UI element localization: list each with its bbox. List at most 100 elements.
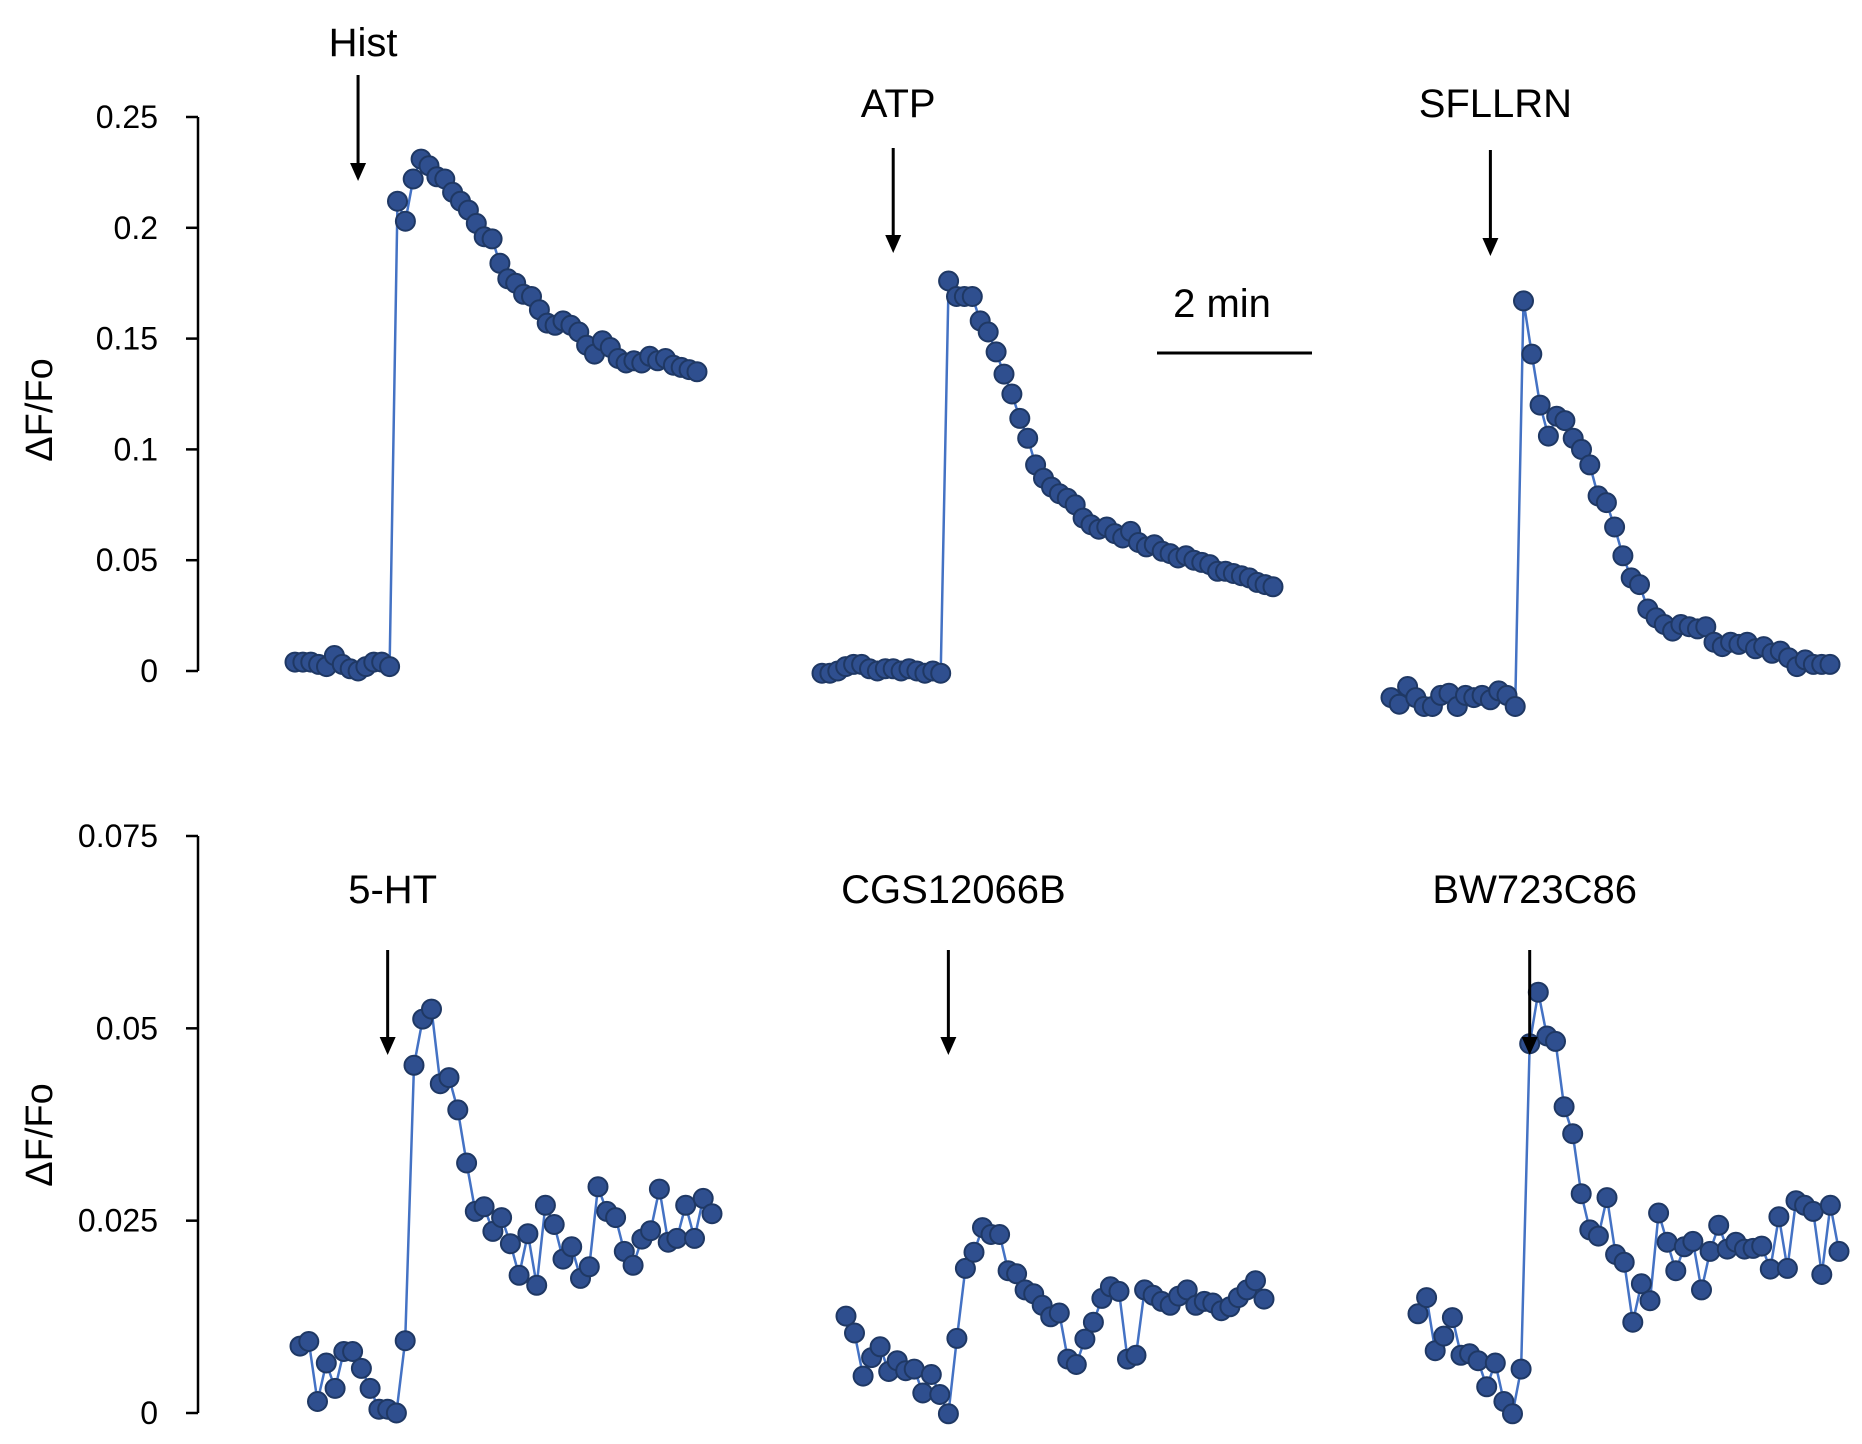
data-point bbox=[379, 656, 401, 678]
data-point bbox=[1554, 410, 1576, 432]
data-point bbox=[473, 1196, 495, 1218]
data-point bbox=[1484, 1352, 1506, 1374]
data-point bbox=[499, 1233, 521, 1255]
data-point bbox=[1595, 492, 1617, 514]
top-series-group: Hist ATP SFLLRN bbox=[284, 21, 1841, 717]
data-point bbox=[666, 1227, 688, 1249]
data-point bbox=[937, 1403, 959, 1425]
data-point bbox=[1622, 1311, 1644, 1333]
top-y-tick-label: 0.2 bbox=[114, 210, 158, 246]
data-point bbox=[394, 210, 416, 232]
data-point bbox=[1504, 696, 1526, 717]
data-point bbox=[993, 363, 1015, 385]
data-point bbox=[1579, 454, 1601, 476]
top-panel: 0 0.05 0.1 0.15 0.2 0.25 ΔF/Fo Hist ATP SFLLRN bbox=[19, 21, 1841, 717]
arrow-down-icon bbox=[1482, 150, 1499, 256]
data-point bbox=[961, 286, 983, 307]
data-point bbox=[1545, 1030, 1566, 1052]
data-point bbox=[605, 1207, 627, 1229]
data-point bbox=[1699, 1240, 1721, 1262]
data-point bbox=[1648, 1202, 1670, 1224]
data-point bbox=[1639, 1290, 1661, 1312]
arrow-down-icon bbox=[940, 950, 957, 1055]
data-point bbox=[307, 1391, 328, 1412]
data-point bbox=[963, 1241, 985, 1263]
data-point bbox=[1510, 1358, 1532, 1380]
series-cgs12066b: CGS12066B bbox=[835, 868, 1275, 1425]
data-point bbox=[1708, 1214, 1730, 1236]
data-point bbox=[1630, 1273, 1652, 1295]
bottom-y-tick-label: 0.075 bbox=[78, 818, 158, 854]
data-point bbox=[622, 1254, 644, 1276]
data-point bbox=[648, 1178, 670, 1200]
data-point bbox=[686, 361, 708, 383]
data-point bbox=[359, 1377, 381, 1399]
series-hist: Hist bbox=[284, 21, 708, 682]
data-point bbox=[298, 1331, 320, 1352]
data-point bbox=[1553, 1096, 1575, 1118]
data-point bbox=[1527, 981, 1549, 1003]
data-point bbox=[835, 1305, 857, 1327]
data-point bbox=[1682, 1230, 1704, 1252]
data-point bbox=[869, 1336, 891, 1358]
data-point bbox=[342, 1341, 364, 1362]
data-point bbox=[350, 1357, 372, 1379]
data-point bbox=[1502, 1403, 1523, 1425]
data-point bbox=[402, 168, 424, 190]
data-point bbox=[1521, 343, 1543, 365]
data-point bbox=[1768, 1206, 1790, 1228]
data-point bbox=[1819, 653, 1841, 675]
top-y-tick-label: 0.05 bbox=[96, 542, 158, 578]
data-point bbox=[985, 341, 1007, 363]
stimulus-label-cgs12066b: CGS12066B bbox=[841, 868, 1066, 912]
data-point bbox=[1065, 1354, 1087, 1375]
data-point bbox=[517, 1223, 539, 1245]
data-point bbox=[946, 1327, 968, 1349]
data-point bbox=[534, 1194, 556, 1216]
data-point bbox=[640, 1220, 662, 1242]
data-point bbox=[385, 1402, 407, 1424]
arrow-down-icon bbox=[379, 950, 396, 1055]
stimulus-label-sfllrn: SFLLRN bbox=[1419, 82, 1572, 126]
bottom-series-group: 5-HT CGS12066B BW723C86 bbox=[289, 868, 1850, 1425]
arrow-down-icon bbox=[1521, 950, 1538, 1055]
series-sfllrn: SFLLRN bbox=[1380, 82, 1841, 717]
stimulus-label-atp: ATP bbox=[861, 82, 936, 126]
data-point bbox=[903, 1358, 925, 1380]
data-point bbox=[1613, 1251, 1635, 1273]
data-point bbox=[1776, 1257, 1798, 1279]
stimulus-label-5-ht: 5-HT bbox=[348, 868, 437, 912]
data-point bbox=[1587, 1225, 1609, 1247]
data-point bbox=[1262, 576, 1284, 598]
data-point bbox=[1562, 1123, 1584, 1145]
data-point bbox=[1629, 574, 1650, 596]
data-point bbox=[1513, 290, 1534, 312]
data-point bbox=[1476, 1376, 1498, 1398]
series-atp: ATP bbox=[811, 82, 1284, 684]
series-5-ht: 5-HT bbox=[289, 868, 723, 1424]
data-point bbox=[421, 998, 442, 1020]
bottom-y-tick-label: 0.025 bbox=[78, 1203, 158, 1239]
bottom-y-tick-label: 0 bbox=[140, 1395, 158, 1431]
data-point bbox=[481, 228, 503, 250]
bottom-y-ticks: 0 0.025 0.05 0.075 bbox=[78, 818, 198, 1431]
data-point bbox=[543, 1214, 565, 1235]
data-point bbox=[1604, 516, 1626, 538]
data-point bbox=[1006, 1263, 1028, 1285]
bottom-y-tick-label: 0.05 bbox=[96, 1010, 158, 1046]
data-point bbox=[989, 1224, 1011, 1245]
data-point bbox=[977, 321, 999, 343]
scale-bar-label: 2 min bbox=[1173, 282, 1271, 326]
data-point bbox=[387, 190, 408, 212]
data-point bbox=[1125, 1344, 1147, 1366]
data-point bbox=[1467, 1350, 1489, 1372]
data-point bbox=[1416, 1287, 1438, 1309]
data-point bbox=[930, 662, 952, 684]
top-y-tick-label: 0 bbox=[140, 653, 158, 689]
data-point bbox=[701, 1203, 723, 1225]
top-y-tick-label: 0.25 bbox=[96, 99, 158, 135]
data-point bbox=[675, 1194, 697, 1216]
data-point bbox=[1253, 1288, 1275, 1310]
data-point bbox=[561, 1236, 583, 1258]
